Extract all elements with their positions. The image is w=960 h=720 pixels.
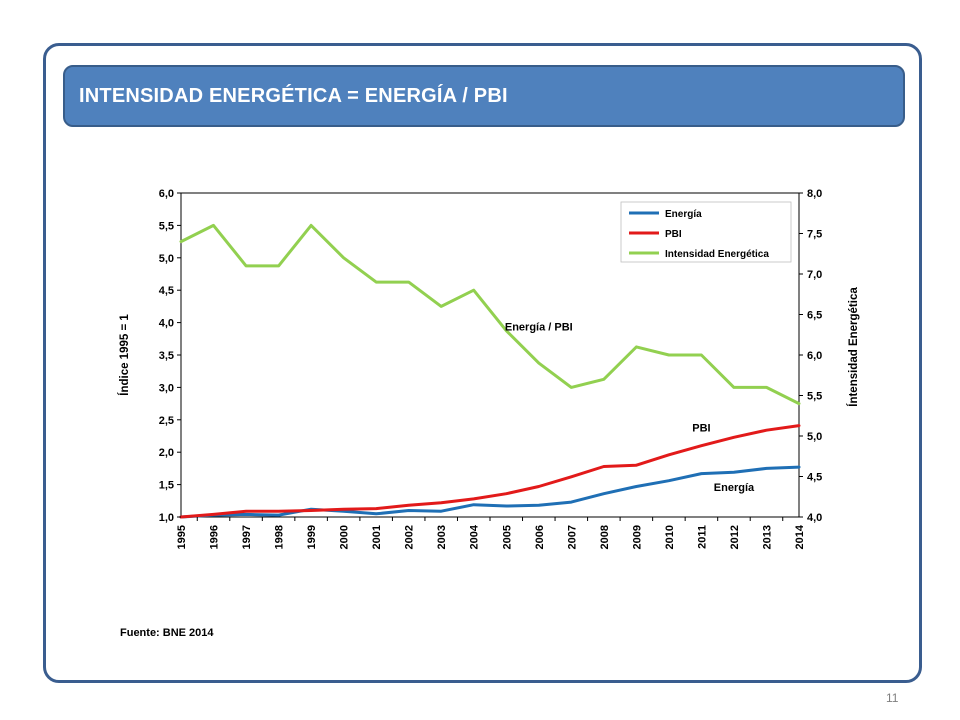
source-note: Fuente: BNE 2014	[120, 627, 214, 639]
y-tick-label: 4,0	[159, 318, 174, 330]
chart-annotation: PBI	[692, 422, 710, 434]
x-tick-label: 2013	[761, 525, 773, 549]
x-tick-label: 2009	[631, 525, 643, 549]
y-tick-label: 3,0	[159, 382, 174, 394]
series-line-energ-a	[179, 465, 801, 519]
x-tick-label: 1995	[176, 525, 188, 549]
y2-tick-label: 4,0	[807, 512, 822, 524]
y2-tick-label: 6,0	[807, 350, 822, 362]
series-line-pbi	[179, 424, 801, 519]
chart-legend: Energía PBI Intensidad Energética	[620, 201, 792, 263]
y-tick-label: 4,5	[159, 285, 174, 297]
y2-tick-label: 7,0	[807, 269, 822, 281]
legend-label: PBI	[665, 229, 682, 240]
x-tick-label: 2002	[404, 525, 416, 549]
y-tick-label: 2,5	[159, 415, 174, 427]
x-tick-label: 2008	[599, 525, 611, 549]
x-tick-label: 1999	[306, 525, 318, 549]
y2-tick-label: 5,5	[807, 391, 822, 403]
y-tick-label: 6,0	[159, 188, 174, 200]
y2-tick-label: 6,5	[807, 310, 822, 322]
y-tick-label: 3,5	[159, 350, 174, 362]
x-tick-label: 2000	[339, 525, 351, 549]
title-bar: INTENSIDAD ENERGÉTICA = ENERGÍA / PBI	[63, 65, 905, 127]
chart-annotation: Energía / PBI	[505, 322, 573, 334]
y-tick-label: 1,5	[159, 480, 174, 492]
legend-label: Energía	[665, 209, 702, 220]
y-tick-label: 5,0	[159, 253, 174, 265]
x-tick-label: 2003	[436, 525, 448, 549]
x-tick-label: 2010	[664, 525, 676, 549]
line-chart: 1,0 1,5 2,0 2,5 3,0 3,5 4,0 4,5 5,0 5,5 6,0 4,0 4,5 5…	[118, 188, 860, 549]
x-tick-label: 2014	[794, 524, 806, 549]
y2-tick-label: 4,5	[807, 472, 822, 484]
x-tick-label: 1997	[241, 525, 253, 549]
x-tick-label: 2001	[371, 525, 383, 549]
y2-tick-label: 5,0	[807, 431, 822, 443]
y-tick-label: 2,0	[159, 447, 174, 459]
y-axis-title: Índice 1995 = 1	[118, 314, 131, 396]
slide-title: INTENSIDAD ENERGÉTICA = ENERGÍA / PBI	[79, 84, 508, 107]
chart-annotation: Energía	[714, 482, 755, 494]
series-line-intensidad-energ-tica	[179, 223, 801, 406]
x-tick-label: 1996	[209, 525, 221, 549]
x-tick-label: 2007	[566, 525, 578, 549]
x-tick-label: 2005	[501, 525, 513, 549]
y-tick-label: 1,0	[159, 512, 174, 524]
legend-label: Intensidad Energética	[665, 249, 769, 260]
y2-tick-label: 8,0	[807, 188, 822, 200]
x-tick-label: 2011	[696, 525, 708, 549]
x-tick-label: 2012	[729, 525, 741, 549]
y2-tick-label: 7,5	[807, 229, 822, 241]
page-number: 11	[886, 691, 899, 705]
x-tick-label: 2006	[534, 525, 546, 549]
y2-axis-title: Íntensidad Energética	[847, 287, 860, 407]
x-tick-label: 2004	[469, 524, 481, 549]
y-tick-label: 5,5	[159, 220, 174, 232]
x-tick-label: 1998	[274, 525, 286, 549]
